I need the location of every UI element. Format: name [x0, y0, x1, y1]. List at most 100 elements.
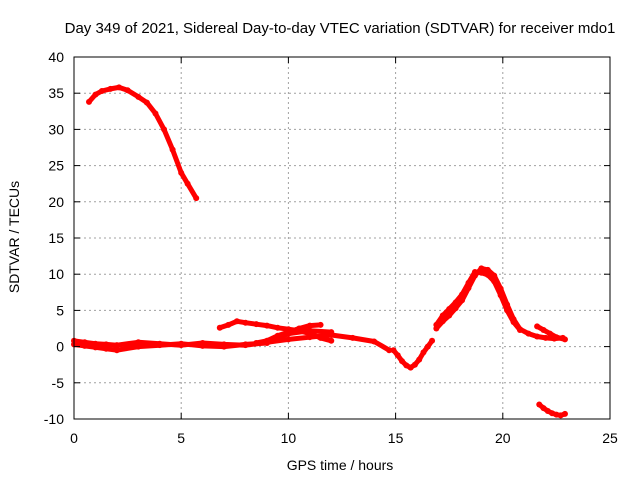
y-tick-label: 30	[48, 121, 64, 137]
data-point	[452, 299, 459, 306]
data-point	[407, 364, 414, 371]
data-point	[285, 329, 292, 336]
data-point	[135, 93, 142, 100]
data-point	[225, 321, 232, 328]
data-point	[113, 347, 120, 354]
data-point	[394, 352, 401, 359]
chart-title: Day 349 of 2021, Sidereal Day-to-day VTE…	[65, 20, 616, 37]
data-point	[199, 342, 206, 349]
data-point	[156, 342, 163, 349]
data-point	[433, 321, 440, 328]
x-tick-label: 15	[388, 430, 404, 446]
data-point	[184, 180, 191, 187]
y-tick-label: 20	[48, 194, 64, 210]
y-tick-label: 15	[48, 230, 64, 246]
data-point	[484, 266, 491, 273]
data-point	[116, 84, 123, 91]
data-point	[113, 342, 120, 349]
y-tick-label: -5	[52, 375, 65, 391]
data-point	[328, 329, 335, 336]
data-point	[253, 321, 260, 328]
data-point	[478, 269, 485, 276]
data-point	[540, 326, 547, 333]
data-point	[420, 349, 427, 356]
y-tick-label: -10	[44, 411, 64, 427]
data-point	[478, 265, 485, 272]
data-point	[399, 358, 406, 365]
data-point	[540, 405, 547, 412]
data-point	[178, 169, 185, 176]
y-tick-label: 35	[48, 85, 64, 101]
data-point	[390, 347, 397, 354]
data-point	[263, 337, 270, 344]
y-axis-label: SDTVAR / TECUs	[6, 181, 22, 293]
data-point	[534, 333, 541, 340]
data-point	[536, 401, 543, 408]
data-point	[371, 338, 378, 345]
data-point	[103, 345, 110, 352]
data-point	[416, 356, 423, 363]
data-point	[317, 321, 324, 328]
data-point	[81, 342, 88, 349]
data-point	[429, 337, 436, 344]
data-point	[178, 340, 185, 347]
data-point	[446, 305, 453, 312]
data-point	[274, 332, 281, 339]
data-point	[306, 322, 313, 329]
data-point	[534, 323, 541, 330]
data-point	[107, 85, 114, 92]
plot-frame	[73, 56, 611, 420]
data-point	[242, 319, 249, 326]
y-tick-label: 40	[48, 49, 64, 65]
data-point	[86, 98, 93, 105]
data-point	[504, 307, 511, 314]
series-line-arc-1	[86, 84, 199, 201]
data-point	[306, 330, 313, 337]
data-point	[516, 326, 523, 333]
data-point	[253, 339, 260, 346]
data-point	[169, 146, 176, 153]
data-point	[124, 87, 131, 94]
x-tick-label: 10	[281, 430, 297, 446]
data-point	[561, 336, 568, 343]
data-point	[193, 195, 200, 202]
data-point	[510, 318, 517, 325]
data-point	[349, 334, 356, 341]
data-point	[553, 334, 560, 341]
data-point	[135, 339, 142, 346]
data-point	[542, 334, 549, 341]
x-axis-label: GPS time / hours	[287, 457, 394, 473]
data-point	[465, 279, 472, 286]
data-point	[216, 324, 223, 331]
data-point	[221, 343, 228, 350]
data-point	[491, 278, 498, 285]
data-point	[274, 324, 281, 331]
data-point	[411, 361, 418, 368]
grid-lines	[74, 57, 610, 419]
data-point	[242, 341, 249, 348]
data-point	[98, 88, 105, 95]
data-point	[525, 330, 532, 337]
data-point	[92, 91, 99, 98]
x-tick-label: 0	[70, 430, 78, 446]
y-tick-label: 0	[56, 339, 64, 355]
tick-group: 0 5 10 15 20 25 -10 -5 0 5 10 15 20 25 30 35 40	[44, 49, 618, 446]
data-point	[459, 291, 466, 298]
data-point	[546, 330, 553, 337]
y-tick-label: 25	[48, 158, 64, 174]
y-tick-label: 10	[48, 266, 64, 282]
data-point	[497, 292, 504, 299]
data-point	[263, 322, 270, 329]
data-point	[471, 269, 478, 276]
data-point	[424, 343, 431, 350]
data-point	[439, 312, 446, 319]
data-point	[484, 271, 491, 278]
data-point	[161, 126, 168, 133]
series-group	[71, 84, 568, 419]
y-tick-label: 5	[56, 302, 64, 318]
x-tick-label: 25	[602, 430, 618, 446]
data-point	[92, 344, 99, 351]
data-point	[233, 318, 240, 325]
data-point	[561, 410, 568, 417]
x-tick-label: 20	[495, 430, 511, 446]
